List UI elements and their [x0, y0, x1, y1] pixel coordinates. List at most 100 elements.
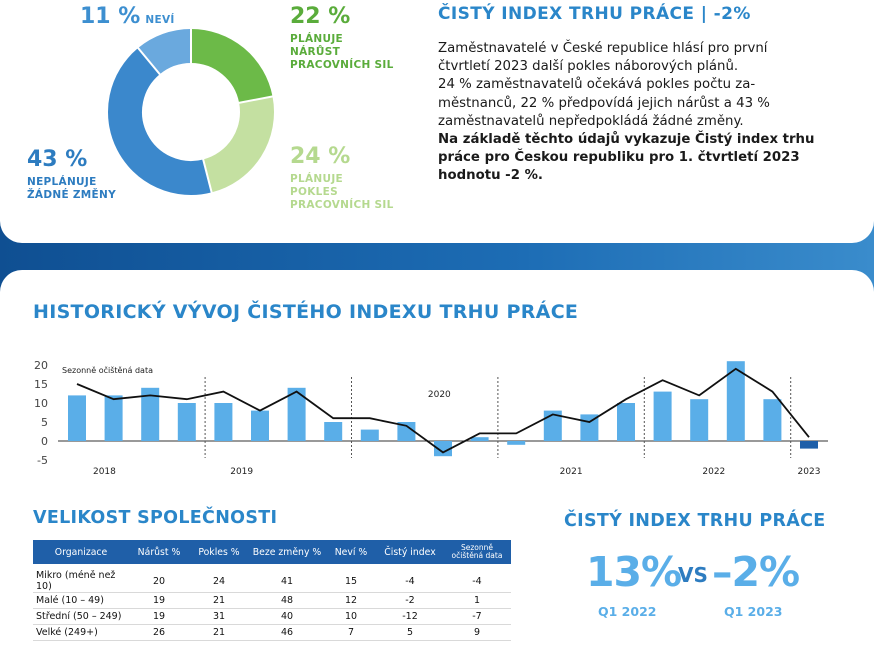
chart-bar — [214, 403, 233, 441]
table-header-row: Organizace Nárůst % Pokles % Beze změny … — [33, 540, 511, 564]
table-cell: -7 — [443, 608, 511, 625]
col-sezonne: Sezonně očištěná data — [443, 540, 511, 564]
company-size-title: VELIKOST SPOLEČNOSTI — [33, 508, 278, 528]
chart-bar — [617, 403, 635, 441]
neviem-pct: 11 % — [80, 4, 141, 29]
donut-segment-pokles — [202, 96, 274, 193]
pokles-pct: 24 % — [290, 144, 351, 169]
chart-bar — [104, 395, 123, 441]
year-label: 2022 — [702, 467, 725, 475]
table-cell: Velké (249+) — [33, 624, 129, 641]
narust-pct: 22 % — [290, 4, 351, 29]
summary-bold-line: práce pro Českou republiku pro 1. čtvrtl… — [438, 150, 800, 166]
index-right-value: –2% — [712, 548, 800, 596]
col-beze-zmeny: Beze změny % — [249, 540, 325, 564]
pokles-line-2: POKLES — [290, 186, 338, 198]
index-left-period: Q1 2022 — [598, 604, 657, 619]
chart-bar — [434, 441, 452, 457]
summary-line: městnanců, 22 % předpovídá jejich nárůst… — [438, 95, 770, 111]
y-tick-label: 15 — [34, 378, 48, 391]
summary-title: ČISTÝ INDEX TRHU PRÁCE | -2% — [438, 4, 751, 24]
table-row: Malé (10 – 49) 19 21 48 12 -2 1 — [33, 592, 511, 609]
pokles-label-group: 24 % PLÁNUJE POKLES PRACOVNÍCH SIL — [290, 144, 394, 212]
neviem-label-group: 11 % NEVÍ — [80, 4, 175, 29]
table-cell: 9 — [443, 624, 511, 641]
table-row: Velké (249+) 26 21 46 7 5 9 — [33, 624, 511, 641]
chart-bar — [397, 422, 416, 441]
chart-bar — [653, 391, 672, 441]
col-nevi: Neví % — [325, 540, 377, 564]
y-tick-label: 20 — [34, 359, 48, 372]
pokles-line-1: PLÁNUJE — [290, 173, 344, 185]
table-cell: Mikro (méně než 10) — [33, 564, 129, 593]
table-cell: Malé (10 – 49) — [33, 592, 129, 609]
donut-separator — [136, 46, 162, 76]
narust-line-3: PRACOVNÍCH SIL — [290, 59, 394, 71]
summary-bold-line: Na základě těchto údajů vykazuje Čistý i… — [438, 132, 815, 148]
neviem-label: NEVÍ — [145, 14, 175, 26]
zadne-pct: 43 % — [27, 147, 88, 172]
year-label: 2023 — [798, 467, 821, 475]
table-cell: 15 — [325, 564, 377, 593]
chart-bar — [324, 422, 343, 441]
pokles-line-3: PRACOVNÍCH SIL — [290, 199, 394, 211]
summary-line: 24 % zaměstnavatelů očekává pokles počtu… — [438, 77, 756, 93]
col-cisty-index: Čistý index — [377, 540, 443, 564]
table-cell: 31 — [189, 608, 249, 625]
index-left-value: 13% — [586, 548, 682, 596]
zadne-line-1: NEPLÁNUJE — [27, 176, 97, 188]
y-tick-label: 0 — [41, 435, 48, 448]
chart-bar — [470, 437, 489, 441]
index-compare-title: ČISTÝ INDEX TRHU PRÁCE — [564, 511, 826, 531]
narust-line-2: NÁRŮST — [290, 46, 341, 58]
year-label: 2019 — [230, 467, 253, 475]
table-cell: 19 — [129, 592, 189, 609]
vs-label: VS — [678, 563, 708, 587]
table-row: Mikro (méně než 10) 20 24 41 15 -4 -4 — [33, 564, 511, 593]
year-label: 2018 — [93, 467, 116, 475]
table-cell: -4 — [377, 564, 443, 593]
chart-bar — [543, 410, 562, 441]
col-narust: Nárůst % — [129, 540, 189, 564]
col-organizace: Organizace — [33, 540, 129, 564]
summary-line: čtvrtletí 2023 další pokles náborových p… — [438, 59, 739, 75]
chart-bar — [726, 361, 745, 441]
chart-bar — [287, 387, 306, 441]
table-cell: 5 — [377, 624, 443, 641]
seasonal-line — [76, 367, 810, 454]
donut-segment-narust — [190, 29, 273, 104]
chart-bar — [360, 429, 379, 441]
narust-label-group: 22 % PLÁNUJE NÁRŮST PRACOVNÍCH SIL — [290, 4, 394, 72]
chart-bar — [68, 395, 86, 441]
table-cell: 10 — [325, 608, 377, 625]
table-cell: 21 — [189, 624, 249, 641]
chart-bar — [251, 410, 269, 441]
chart-bar — [177, 403, 196, 441]
table-cell: 21 — [189, 592, 249, 609]
summary-line: zaměstnavatelů nepředpokládá žádné změny… — [438, 113, 744, 129]
table-row: Střední (50 – 249) 19 31 40 10 -12 -7 — [33, 608, 511, 625]
year-label: 2020 — [428, 390, 451, 400]
table-cell: -4 — [443, 564, 511, 593]
index-right-period: Q1 2023 — [724, 604, 783, 619]
donut-segment-zadne — [108, 48, 212, 195]
table-cell: 24 — [189, 564, 249, 593]
zadne-line-2: ŽÁDNÉ ZMĚNY — [27, 189, 116, 201]
donut-chart — [108, 28, 274, 195]
table-cell: 19 — [129, 608, 189, 625]
table-cell: Střední (50 – 249) — [33, 608, 129, 625]
table-cell: 12 — [325, 592, 377, 609]
table-cell: 1 — [443, 592, 511, 609]
legend-note: Sezonně očištěná data — [62, 365, 153, 375]
zadne-label-group: 43 % NEPLÁNUJE ŽÁDNÉ ZMĚNY — [27, 147, 116, 202]
history-title: HISTORICKÝ VÝVOJ ČISTÉHO INDEXU TRHU PRÁ… — [33, 301, 579, 323]
table-cell: 20 — [129, 564, 189, 593]
table-cell: 7 — [325, 624, 377, 641]
y-tick-label: 5 — [41, 416, 48, 429]
table-cell: 40 — [249, 608, 325, 625]
company-size-table: Organizace Nárůst % Pokles % Beze změny … — [33, 540, 511, 641]
summary-text: Zaměstnavatelé v České republice hlásí p… — [438, 40, 818, 186]
summary-card — [0, 0, 874, 243]
chart-bar — [763, 399, 782, 441]
table-cell: 26 — [129, 624, 189, 641]
